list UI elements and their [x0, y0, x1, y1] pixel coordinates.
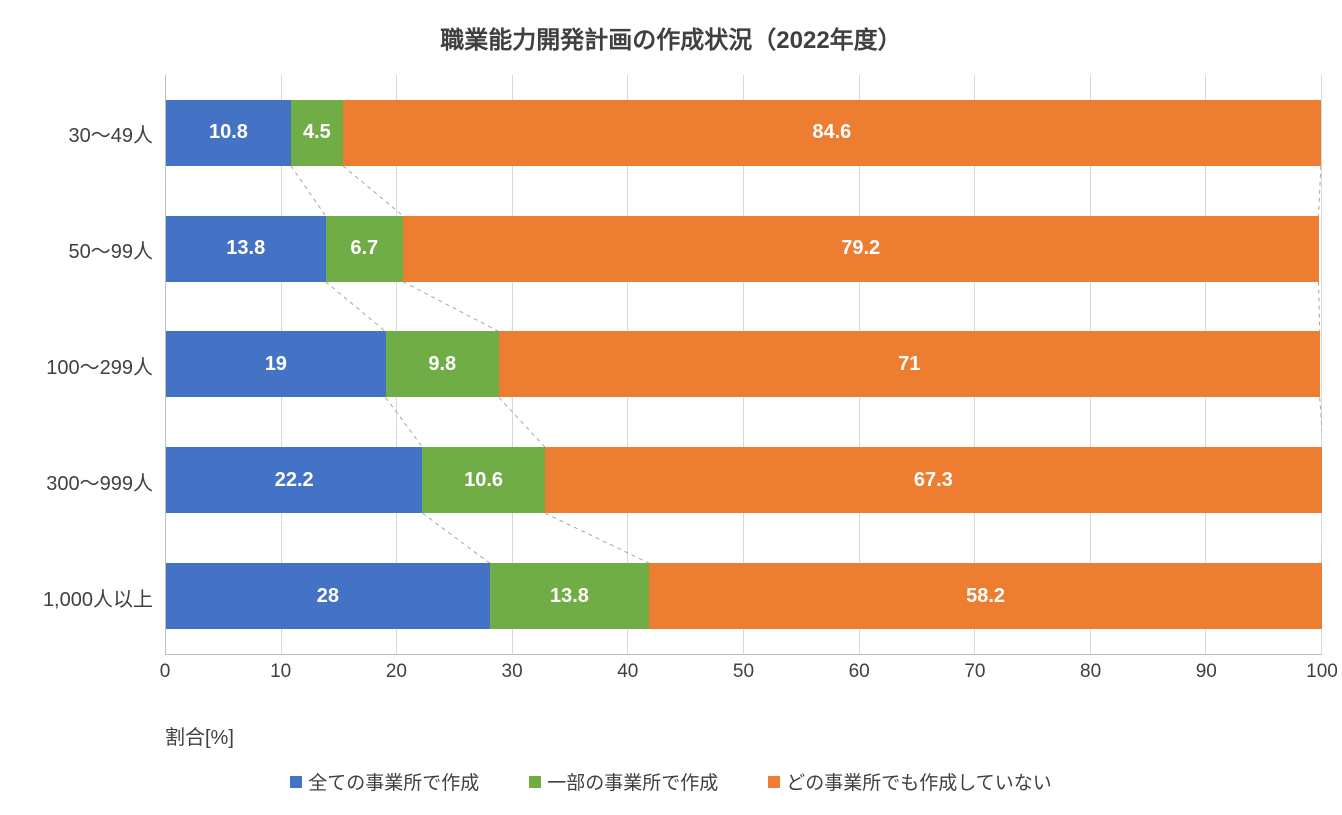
bars: 10.84.584.613.86.779.2199.87122.210.667.… — [166, 75, 1322, 654]
y-axis-label: 100～299人 — [20, 332, 153, 398]
y-axis-label: 1,000人以上 — [20, 564, 153, 630]
bar-row: 199.871 — [166, 331, 1322, 397]
bar-segment: 67.3 — [545, 447, 1322, 513]
x-axis-tick-label: 0 — [160, 661, 171, 683]
legend-swatch — [290, 776, 302, 788]
bar-segment: 13.8 — [166, 216, 326, 282]
chart-container: 職業能力開発計画の作成状況（2022年度） 30～49人 50～99人 100～29… — [20, 20, 1322, 795]
chart-title: 職業能力開発計画の作成状況（2022年度） — [20, 20, 1322, 55]
legend-label: 一部の事業所で作成 — [547, 768, 718, 795]
x-axis-tick-label: 40 — [617, 661, 638, 683]
bar-segment: 71 — [499, 331, 1320, 397]
legend-label: 全ての事業所で作成 — [308, 768, 479, 795]
legend-label: どの事業所でも作成していない — [786, 768, 1051, 795]
bar-segment: 9.8 — [386, 331, 499, 397]
bar-segment: 79.2 — [403, 216, 1319, 282]
bar-row: 13.86.779.2 — [166, 216, 1322, 282]
x-axis-title: 割合[%] — [165, 721, 234, 750]
x-axis: 0102030405060708090100 — [20, 655, 1322, 685]
bar-segment: 28 — [166, 563, 490, 629]
legend-item: 一部の事業所で作成 — [529, 768, 718, 795]
x-axis-tick-label: 30 — [502, 661, 523, 683]
plot-area: 30～49人 50～99人 100～299人 300～999人 1,000人以上 10.… — [20, 75, 1322, 655]
legend: 全ての事業所で作成 一部の事業所で作成 どの事業所でも作成していない — [20, 768, 1322, 795]
bar-segment: 84.6 — [343, 100, 1321, 166]
x-axis-tick-label: 80 — [1080, 661, 1101, 683]
y-axis-label: 300～999人 — [20, 448, 153, 514]
x-axis-tick-label: 70 — [964, 661, 985, 683]
bar-row: 10.84.584.6 — [166, 100, 1322, 166]
bar-segment: 19 — [166, 331, 386, 397]
x-axis-labels: 0102030405060708090100 — [165, 655, 1322, 685]
legend-item: どの事業所でも作成していない — [768, 768, 1051, 795]
bar-segment: 13.8 — [490, 563, 650, 629]
x-axis-spacer — [20, 655, 165, 685]
bars-wrapper: 10.84.584.613.86.779.2199.87122.210.667.… — [165, 75, 1322, 655]
x-axis-tick-label: 100 — [1306, 661, 1338, 683]
legend-swatch — [529, 776, 541, 788]
x-axis-tick-label: 20 — [386, 661, 407, 683]
bar-segment: 10.6 — [422, 447, 544, 513]
bar-segment: 6.7 — [326, 216, 403, 282]
y-axis-labels: 30～49人 50～99人 100～299人 300～999人 1,000人以上 — [20, 75, 165, 655]
x-axis-tick-label: 50 — [733, 661, 754, 683]
bar-segment: 4.5 — [291, 100, 343, 166]
x-axis-tick-label: 10 — [270, 661, 291, 683]
x-axis-tick-label: 90 — [1196, 661, 1217, 683]
bar-row: 22.210.667.3 — [166, 447, 1322, 513]
y-axis-label: 30～49人 — [20, 100, 153, 166]
x-axis-tick-label: 60 — [849, 661, 870, 683]
bar-segment: 10.8 — [166, 100, 291, 166]
y-axis-label: 50～99人 — [20, 216, 153, 282]
bar-segment: 58.2 — [649, 563, 1322, 629]
legend-swatch — [768, 776, 780, 788]
bar-segment: 22.2 — [166, 447, 422, 513]
legend-item: 全ての事業所で作成 — [290, 768, 479, 795]
bar-row: 2813.858.2 — [166, 563, 1322, 629]
